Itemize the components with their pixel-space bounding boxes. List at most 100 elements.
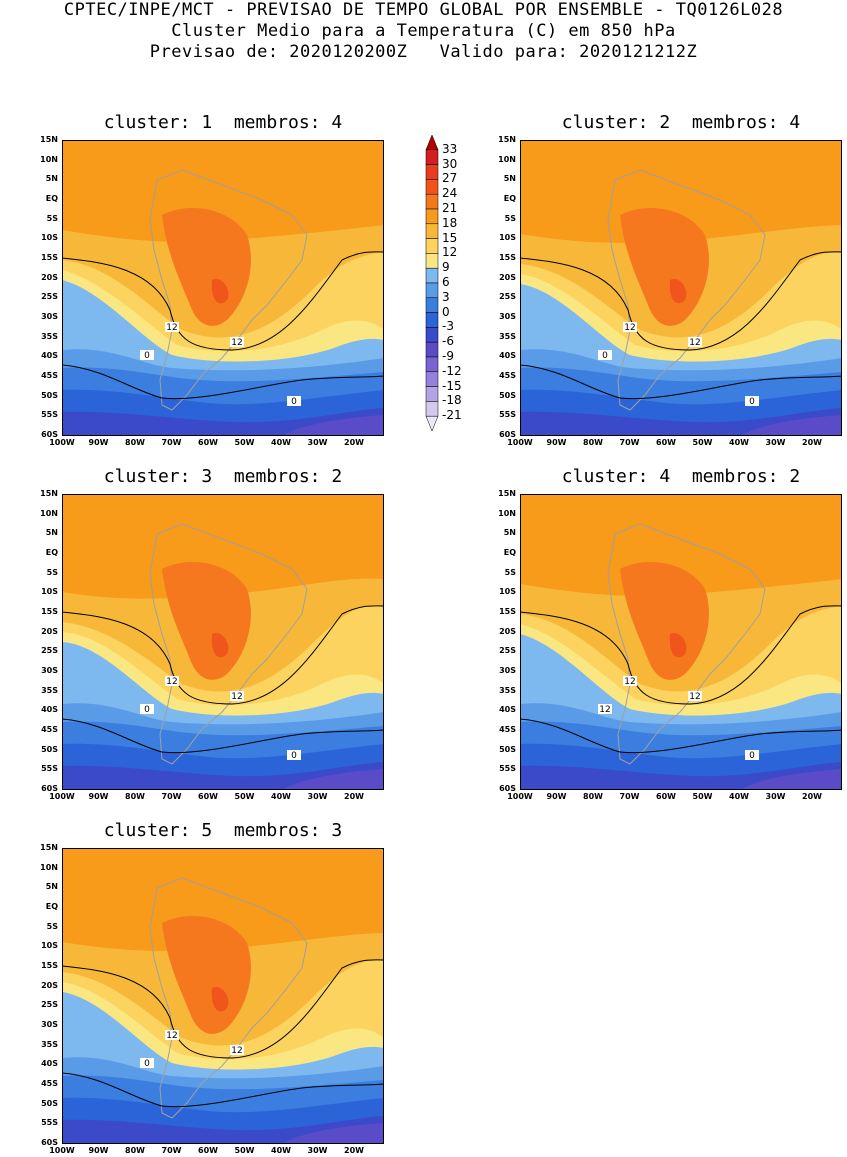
lat-tick-label: 55S	[499, 410, 516, 420]
colorbar-label: 15	[442, 230, 458, 245]
lat-tick-label: 45S	[41, 1079, 58, 1088]
lat-tick-label: 35S	[41, 685, 58, 695]
lat-tick-label: 55S	[41, 1118, 58, 1128]
temperature-map: 12 12 0	[62, 848, 384, 1144]
panel-title: cluster: 4 membros: 2	[561, 466, 801, 487]
contour-label: 12	[624, 677, 635, 687]
lon-tick-label: 70W	[619, 792, 640, 801]
lon-tick-label: 80W	[125, 438, 145, 447]
lon-tick-label: 20W	[802, 792, 822, 801]
lon-tick-label: 40W	[271, 438, 291, 447]
contour-label: 12	[166, 677, 177, 687]
coastline	[149, 877, 308, 1119]
lat-tick-label: 15N	[40, 489, 58, 498]
colorbar-swatch	[425, 327, 439, 343]
lat-tick-label: 40S	[41, 1059, 58, 1069]
lat-tick-label: 50S	[41, 1098, 58, 1108]
colorbar-label: 33	[442, 141, 458, 156]
lat-tick-label: 5S	[46, 921, 58, 931]
temperature-map: 12 12 0 0	[520, 140, 842, 436]
lat-tick-label: 35S	[499, 331, 516, 341]
colorbar-label: -6	[442, 334, 454, 349]
colorbar-swatch	[425, 297, 439, 313]
panel-title: cluster: 1 membros: 4	[103, 112, 343, 133]
panel-title: cluster: 5 membros: 3	[103, 820, 343, 841]
lat-tick-label: 55S	[41, 410, 58, 420]
colorbar-swatch	[425, 253, 439, 269]
lat-tick-label: 50S	[41, 390, 58, 400]
lat-tick-label: 10N	[498, 508, 516, 518]
panel-title: cluster: 2 membros: 4	[561, 112, 801, 133]
lat-tick-label: 30S	[41, 312, 58, 321]
lat-tick-label: 15N	[40, 843, 58, 852]
lat-tick-label: 25S	[499, 292, 516, 302]
lat-tick-label: 60S	[499, 784, 516, 793]
colorbar-label: 24	[442, 186, 458, 201]
lat-tick-label: 40S	[499, 705, 516, 715]
colorbar-swatch	[425, 193, 439, 210]
lon-tick-label: 70W	[161, 438, 182, 447]
contour-label: 12	[166, 323, 177, 333]
lat-tick-label: 20S	[499, 626, 516, 636]
temperature-colorbar: 33 30 27 24 21 18 15 12 9 6 3 0 -3 -6 -9 -12 -15 -18 -21	[424, 133, 484, 437]
lat-tick-label: 20S	[41, 272, 58, 282]
lon-tick-label: 20W	[344, 792, 364, 801]
colorbar-swatch	[425, 282, 439, 299]
colorbar-swatch	[425, 356, 439, 373]
colorbar-swatch	[425, 238, 439, 254]
lat-tick-label: 45S	[499, 725, 516, 734]
contour-line	[62, 718, 384, 754]
colorbar-swatch	[425, 149, 439, 165]
lat-tick-label: 5S	[46, 213, 58, 223]
temperature-map: 12 12 0 0	[62, 494, 384, 790]
colorbar-swatch	[425, 179, 439, 195]
lat-tick-label: 5N	[503, 174, 516, 184]
colorbar-label: 3	[442, 289, 450, 304]
colorbar-swatch	[425, 267, 439, 284]
colorbar-label: 30	[442, 156, 458, 171]
lon-tick-label: 100W	[507, 792, 533, 801]
lat-tick-label: 15N	[498, 135, 516, 144]
lat-tick-label: 10S	[499, 233, 516, 243]
lat-tick-label: EQ	[45, 548, 58, 557]
lat-tick-label: 5S	[46, 567, 58, 577]
lat-tick-label: 10S	[41, 233, 58, 243]
lat-tick-label: 40S	[41, 705, 58, 715]
lon-tick-label: 80W	[125, 792, 145, 801]
lat-tick-label: 20S	[41, 626, 58, 636]
lat-tick-label: EQ	[503, 194, 516, 203]
lat-tick-label: 20S	[499, 272, 516, 282]
lon-tick-label: 90W	[88, 792, 109, 801]
colorbar-label: -18	[442, 393, 462, 408]
lat-tick-label: 50S	[499, 390, 516, 400]
contour-label: 12	[689, 338, 700, 348]
header-line-2: Cluster Medio para a Temperatura (C) em …	[171, 21, 676, 41]
colorbar-swatch	[425, 371, 439, 387]
lon-tick-label: 90W	[546, 438, 567, 447]
colorbar-label: -12	[442, 363, 462, 378]
contour-label: 0	[749, 397, 755, 407]
lon-tick-label: 60W	[656, 792, 676, 801]
lat-tick-label: 60S	[41, 1138, 58, 1147]
contour-label: 0	[291, 751, 297, 761]
contour-label: 12	[624, 323, 635, 333]
contour-label: 0	[749, 751, 755, 761]
lon-tick-label: 60W	[198, 438, 218, 447]
lat-tick-label: 25S	[499, 646, 516, 656]
contour-label: 12	[689, 692, 700, 702]
lat-tick-label: 25S	[41, 292, 58, 302]
lat-tick-label: 45S	[499, 371, 516, 380]
lat-tick-label: 60S	[41, 430, 58, 439]
contour-line	[520, 251, 842, 351]
lat-tick-label: 5N	[503, 528, 516, 538]
lat-tick-label: 10N	[498, 154, 516, 164]
lon-tick-label: 100W	[49, 1146, 75, 1155]
colorbar-swatch	[425, 312, 439, 328]
lat-tick-label: 15S	[41, 607, 58, 616]
lon-tick-label: 30W	[307, 438, 328, 447]
cluster-panel: cluster: 4 membros: 2 12 12 12 0 15N 10N 5N EQ 5S…	[498, 466, 842, 801]
lon-tick-label: 60W	[198, 1146, 218, 1155]
lon-tick-label: 90W	[88, 438, 109, 447]
colorbar-swatch	[425, 415, 439, 432]
contour-label: 12	[231, 692, 242, 702]
